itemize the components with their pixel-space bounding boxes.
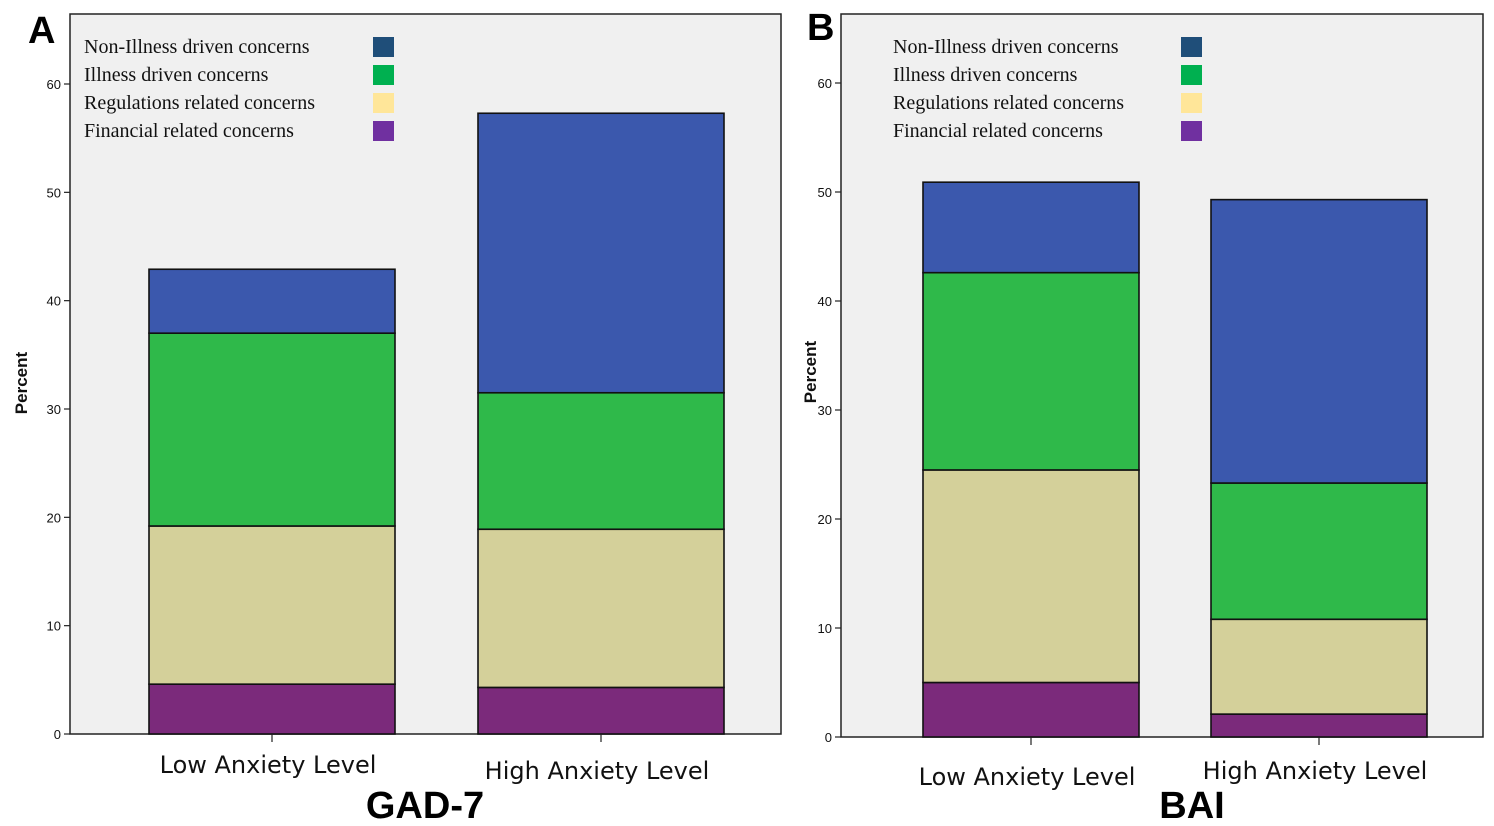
y-tick-label: 50 — [47, 185, 61, 200]
legend-swatch — [1181, 121, 1202, 141]
bar-segment-illness-driven-concerns-0 — [922, 271, 1140, 471]
x-category-label: Low Anxiety Level — [919, 763, 1136, 791]
y-tick-label: 30 — [47, 402, 61, 417]
legend-label: Regulations related concerns — [893, 92, 1124, 114]
legend-swatch — [1181, 65, 1202, 85]
y-tick-label: 0 — [825, 730, 832, 745]
y-axis-label: Percent — [12, 351, 31, 414]
chart-panel-b: 0 10 20 30 40 50 60 Percent Low Anxiety Level Hig… — [801, 7, 1484, 826]
bar-segment-non-illness-driven-concerns-1 — [1210, 198, 1428, 484]
legend-swatch — [1181, 37, 1202, 57]
legend-label: Non-Illness driven concerns — [893, 36, 1119, 58]
x-category-label: High Anxiety Level — [485, 757, 710, 785]
y-tick-label: 40 — [818, 294, 832, 309]
y-axis-label: Percent — [801, 340, 820, 403]
y-tick-label: 60 — [47, 77, 61, 92]
y-tick-label: 10 — [47, 619, 61, 634]
panel-label: A — [28, 10, 55, 52]
legend-swatch — [373, 37, 394, 57]
bar-segment-financial-related-concerns-1 — [1210, 713, 1428, 738]
bar-segment-regulations-related-concerns-1 — [477, 528, 725, 689]
y-tick-label: 20 — [818, 512, 832, 527]
y-tick-label: 50 — [818, 185, 832, 200]
bar-segment-non-illness-driven-concerns-1 — [477, 112, 725, 394]
bar-segment-regulations-related-concerns-1 — [1210, 618, 1428, 715]
y-tick-label: 60 — [818, 76, 832, 91]
legend-label: Regulations related concerns — [84, 92, 315, 114]
y-tick-label: 30 — [818, 403, 832, 418]
bar-segment-illness-driven-concerns-1 — [1210, 482, 1428, 621]
chart-title: GAD-7 — [366, 785, 484, 826]
legend-label: Illness driven concerns — [893, 64, 1078, 86]
bar-segment-non-illness-driven-concerns-0 — [148, 268, 396, 334]
legend-swatch — [373, 93, 394, 113]
legend-swatch — [373, 65, 394, 85]
chart-title: BAI — [1159, 785, 1224, 826]
legend-swatch — [1181, 93, 1202, 113]
legend-label: Illness driven concerns — [84, 64, 269, 86]
y-tick-label: 0 — [54, 727, 61, 742]
y-tick-label: 10 — [818, 621, 832, 636]
legend-label: Financial related concerns — [84, 120, 294, 142]
bar-segment-financial-related-concerns-1 — [477, 686, 725, 735]
bar-segment-financial-related-concerns-0 — [922, 681, 1140, 738]
legend-label: Non-Illness driven concerns — [84, 36, 310, 58]
y-tick-label: 40 — [47, 294, 61, 309]
bar-segment-illness-driven-concerns-1 — [477, 391, 725, 531]
panel-label: B — [807, 7, 834, 49]
bar-segment-regulations-related-concerns-0 — [922, 469, 1140, 684]
bar-segment-non-illness-driven-concerns-0 — [922, 181, 1140, 274]
bar-segment-financial-related-concerns-0 — [148, 683, 396, 735]
x-category-label: Low Anxiety Level — [160, 751, 377, 779]
legend-label: Financial related concerns — [893, 120, 1103, 142]
y-tick-label: 20 — [47, 510, 61, 525]
chart-panel-a: 0 10 20 30 40 50 60 Percent Low Anxiety Level Hig… — [12, 10, 782, 826]
x-category-label: High Anxiety Level — [1203, 757, 1428, 785]
bar-segment-illness-driven-concerns-0 — [148, 332, 396, 527]
legend-swatch — [373, 121, 394, 141]
bar-segment-regulations-related-concerns-0 — [148, 525, 396, 685]
